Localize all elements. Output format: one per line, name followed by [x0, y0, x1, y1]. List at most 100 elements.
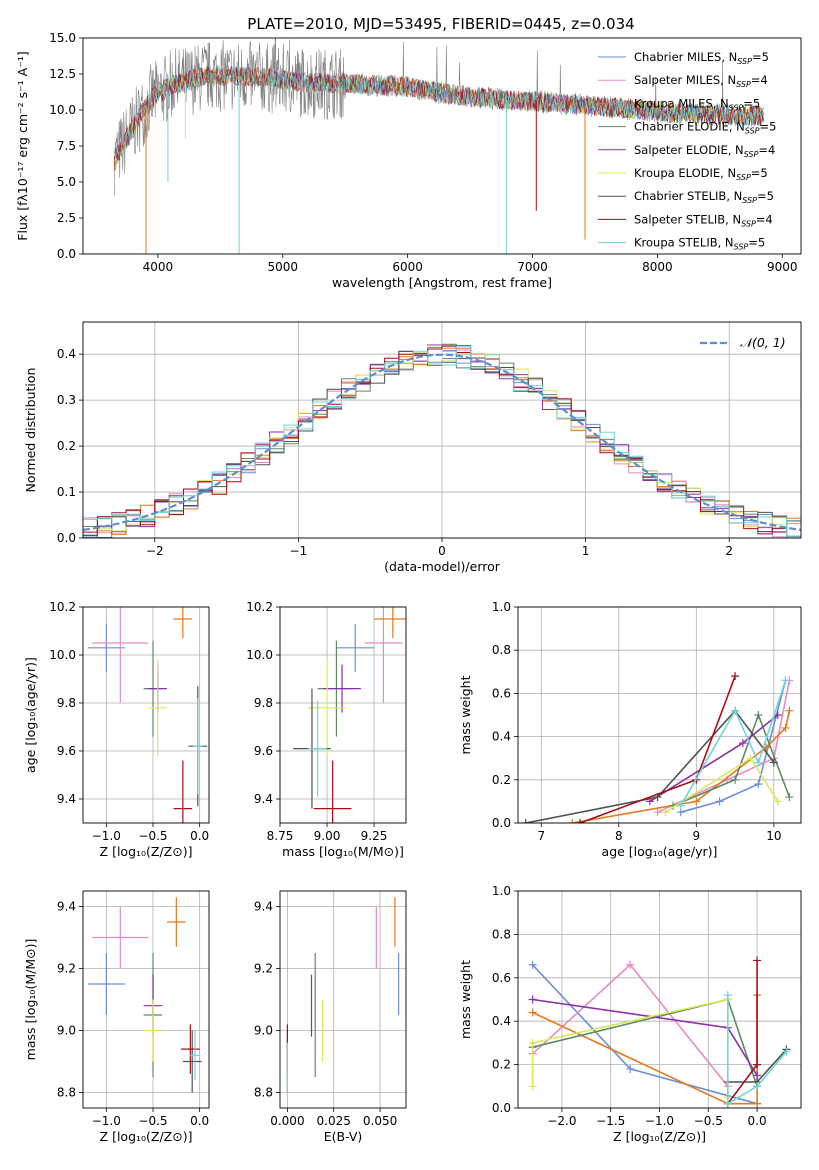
y-tick-label: 8.8 — [57, 1086, 76, 1100]
mass-weight-line — [672, 712, 791, 807]
mass-weight-marker — [754, 711, 763, 719]
massweight_vs_age-marks — [521, 672, 794, 823]
legend-label-suffix: =5 — [751, 166, 768, 180]
legend-label-sub: SSP — [745, 127, 760, 136]
mass-weight-marker — [723, 991, 732, 1000]
mass-weight-marker — [528, 1082, 537, 1091]
y-tick-label: 9.8 — [57, 696, 76, 710]
massweight_vs_Z-frame — [517, 890, 802, 1109]
mass_vs_Z-ylabel: mass [log₁₀(M/M⊙)] — [23, 939, 38, 1061]
y-tick-label: 0.3 — [57, 393, 76, 407]
x-tick-label: 9.25 — [361, 829, 388, 843]
x-tick-label: 0.000 — [270, 1114, 304, 1128]
spectrum-axes: 4000 5000 6000 7000 8000 9000 0.0 2.5 5.0 7.5 10.0… — [15, 31, 798, 290]
massweight_vs_age-xlabel: age [log₁₀(age/yr)] — [602, 844, 718, 859]
y-tick-label: 2.5 — [57, 211, 76, 225]
x-tick-label: 8000 — [642, 260, 673, 274]
massweight_vs_age-ylabel: mass weight — [458, 675, 473, 754]
legend-label-suffix: =4 — [758, 143, 775, 157]
x-tick-label: 9 — [693, 829, 701, 843]
figure-title: PLATE=2010, MJD=53495, FIBERID=0445, z=0… — [247, 15, 634, 33]
mass-weight-line — [532, 995, 758, 1105]
mass_vs_ebv-frame — [279, 890, 407, 1109]
x-tick-label: 6000 — [392, 260, 423, 274]
y-tick-label: 9.8 — [254, 696, 273, 710]
plots-layer: 4000 5000 6000 7000 8000 90000.02.55.07.510.0… — [15, 31, 802, 1144]
mass-weight-marker — [692, 797, 701, 806]
x-tick-label: 5000 — [268, 260, 299, 274]
y-tick-label: 0.2 — [57, 439, 76, 453]
y-tick-label: 10.0 — [246, 648, 273, 662]
legend-label-sub: SSP — [736, 80, 751, 89]
spectrum-frame — [82, 37, 802, 255]
legend-label: Salpeter MILES, NSSP=4 — [634, 73, 768, 89]
legend-label-suffix: =4 — [756, 212, 773, 226]
y-tick-label: 5.0 — [57, 175, 76, 189]
legend-label-text: Chabrier MILES, N — [634, 50, 737, 64]
mass-weight-marker — [626, 1064, 635, 1073]
x-tick-label: 9000 — [767, 260, 798, 274]
mass-weight-marker — [785, 706, 794, 715]
x-tick-label: −2.0 — [547, 1114, 576, 1128]
residuals-frame — [82, 321, 802, 539]
legend-label-text: Kroupa MILES, N — [634, 96, 729, 110]
legend-label-suffix: =5 — [760, 120, 777, 134]
x-tick-label: 10 — [766, 829, 781, 843]
mass-weight-marker — [782, 1047, 791, 1056]
y-tick-label: 10.0 — [49, 103, 76, 117]
massweight_vs_Z-marks — [528, 956, 791, 1108]
mass-weight-marker — [653, 808, 662, 817]
x-tick-label: −0.5 — [694, 1114, 723, 1128]
x-tick-label: −1.0 — [92, 829, 121, 843]
residuals-ylabel: Normed distribution — [23, 368, 38, 493]
y-tick-label: 9.0 — [57, 1024, 76, 1038]
y-tick-label: 0.6 — [492, 686, 511, 700]
residual-histogram — [83, 345, 801, 538]
massweight_vs_Z-xlabel: Z [log₁₀(Z/Z⊙)] — [613, 1129, 706, 1144]
x-tick-label: −2 — [146, 544, 164, 558]
mass_vs_Z-marks — [87, 897, 202, 1093]
x-tick-label: 4000 — [143, 260, 174, 274]
legend-label-sub: SSP — [736, 173, 751, 182]
legend-label-text: Kroupa ELODIE, N — [634, 166, 736, 180]
mass-weight-marker — [528, 1008, 537, 1017]
age_vs_mass-marks — [293, 607, 406, 823]
mass-weight-line — [680, 680, 787, 813]
y-tick-label: 9.6 — [254, 744, 273, 758]
x-tick-label: −1.5 — [596, 1114, 625, 1128]
age_vs_Z-xlabel: Z [log₁₀(Z/Z⊙)] — [100, 844, 193, 859]
y-tick-label: 12.5 — [49, 67, 76, 81]
residuals-xlabel: (data-model)/error — [384, 559, 501, 574]
mass-weight-marker — [754, 780, 763, 789]
mass-weight-marker — [753, 1060, 762, 1069]
legend-label-suffix: =5 — [757, 189, 774, 203]
mass_vs_ebv-xlabel: E(B-V) — [324, 1129, 363, 1144]
mass_vs_Z-xlabel: Z [log₁₀(Z/Z⊙)] — [100, 1129, 193, 1144]
legend-label: Chabrier STELIB, NSSP=5 — [634, 189, 774, 205]
y-tick-label: 8.8 — [254, 1086, 273, 1100]
mass-weight-marker — [676, 801, 685, 810]
age_vs_Z-marks — [87, 607, 208, 823]
x-tick-label: −0.5 — [138, 829, 167, 843]
y-tick-label: 9.2 — [254, 962, 273, 976]
y-tick-label: 9.0 — [254, 1024, 273, 1038]
y-tick-label: 9.6 — [57, 744, 76, 758]
age_vs_mass-frame — [279, 606, 407, 824]
x-tick-label: −1 — [290, 544, 308, 558]
mass-weight-marker — [738, 739, 747, 748]
residuals-marks — [83, 343, 801, 538]
mass-weight-marker — [753, 1082, 762, 1091]
legend-label-suffix: =5 — [752, 50, 769, 64]
y-tick-label: 0.4 — [57, 347, 76, 361]
mass-weight-marker — [773, 711, 782, 719]
y-tick-label: 0.4 — [492, 730, 511, 744]
mass-weight-marker — [661, 808, 670, 817]
x-tick-label: −0.5 — [138, 1114, 167, 1128]
y-tick-label: 9.4 — [57, 792, 76, 806]
y-tick-label: 0.8 — [492, 927, 511, 941]
normal-curve — [83, 353, 801, 531]
legend-label-sub: SSP — [741, 219, 756, 228]
massweight_vs_Z-ylabel: mass weight — [458, 960, 473, 1039]
mass-weight-marker — [528, 960, 537, 969]
mass-weight-marker — [781, 723, 790, 732]
